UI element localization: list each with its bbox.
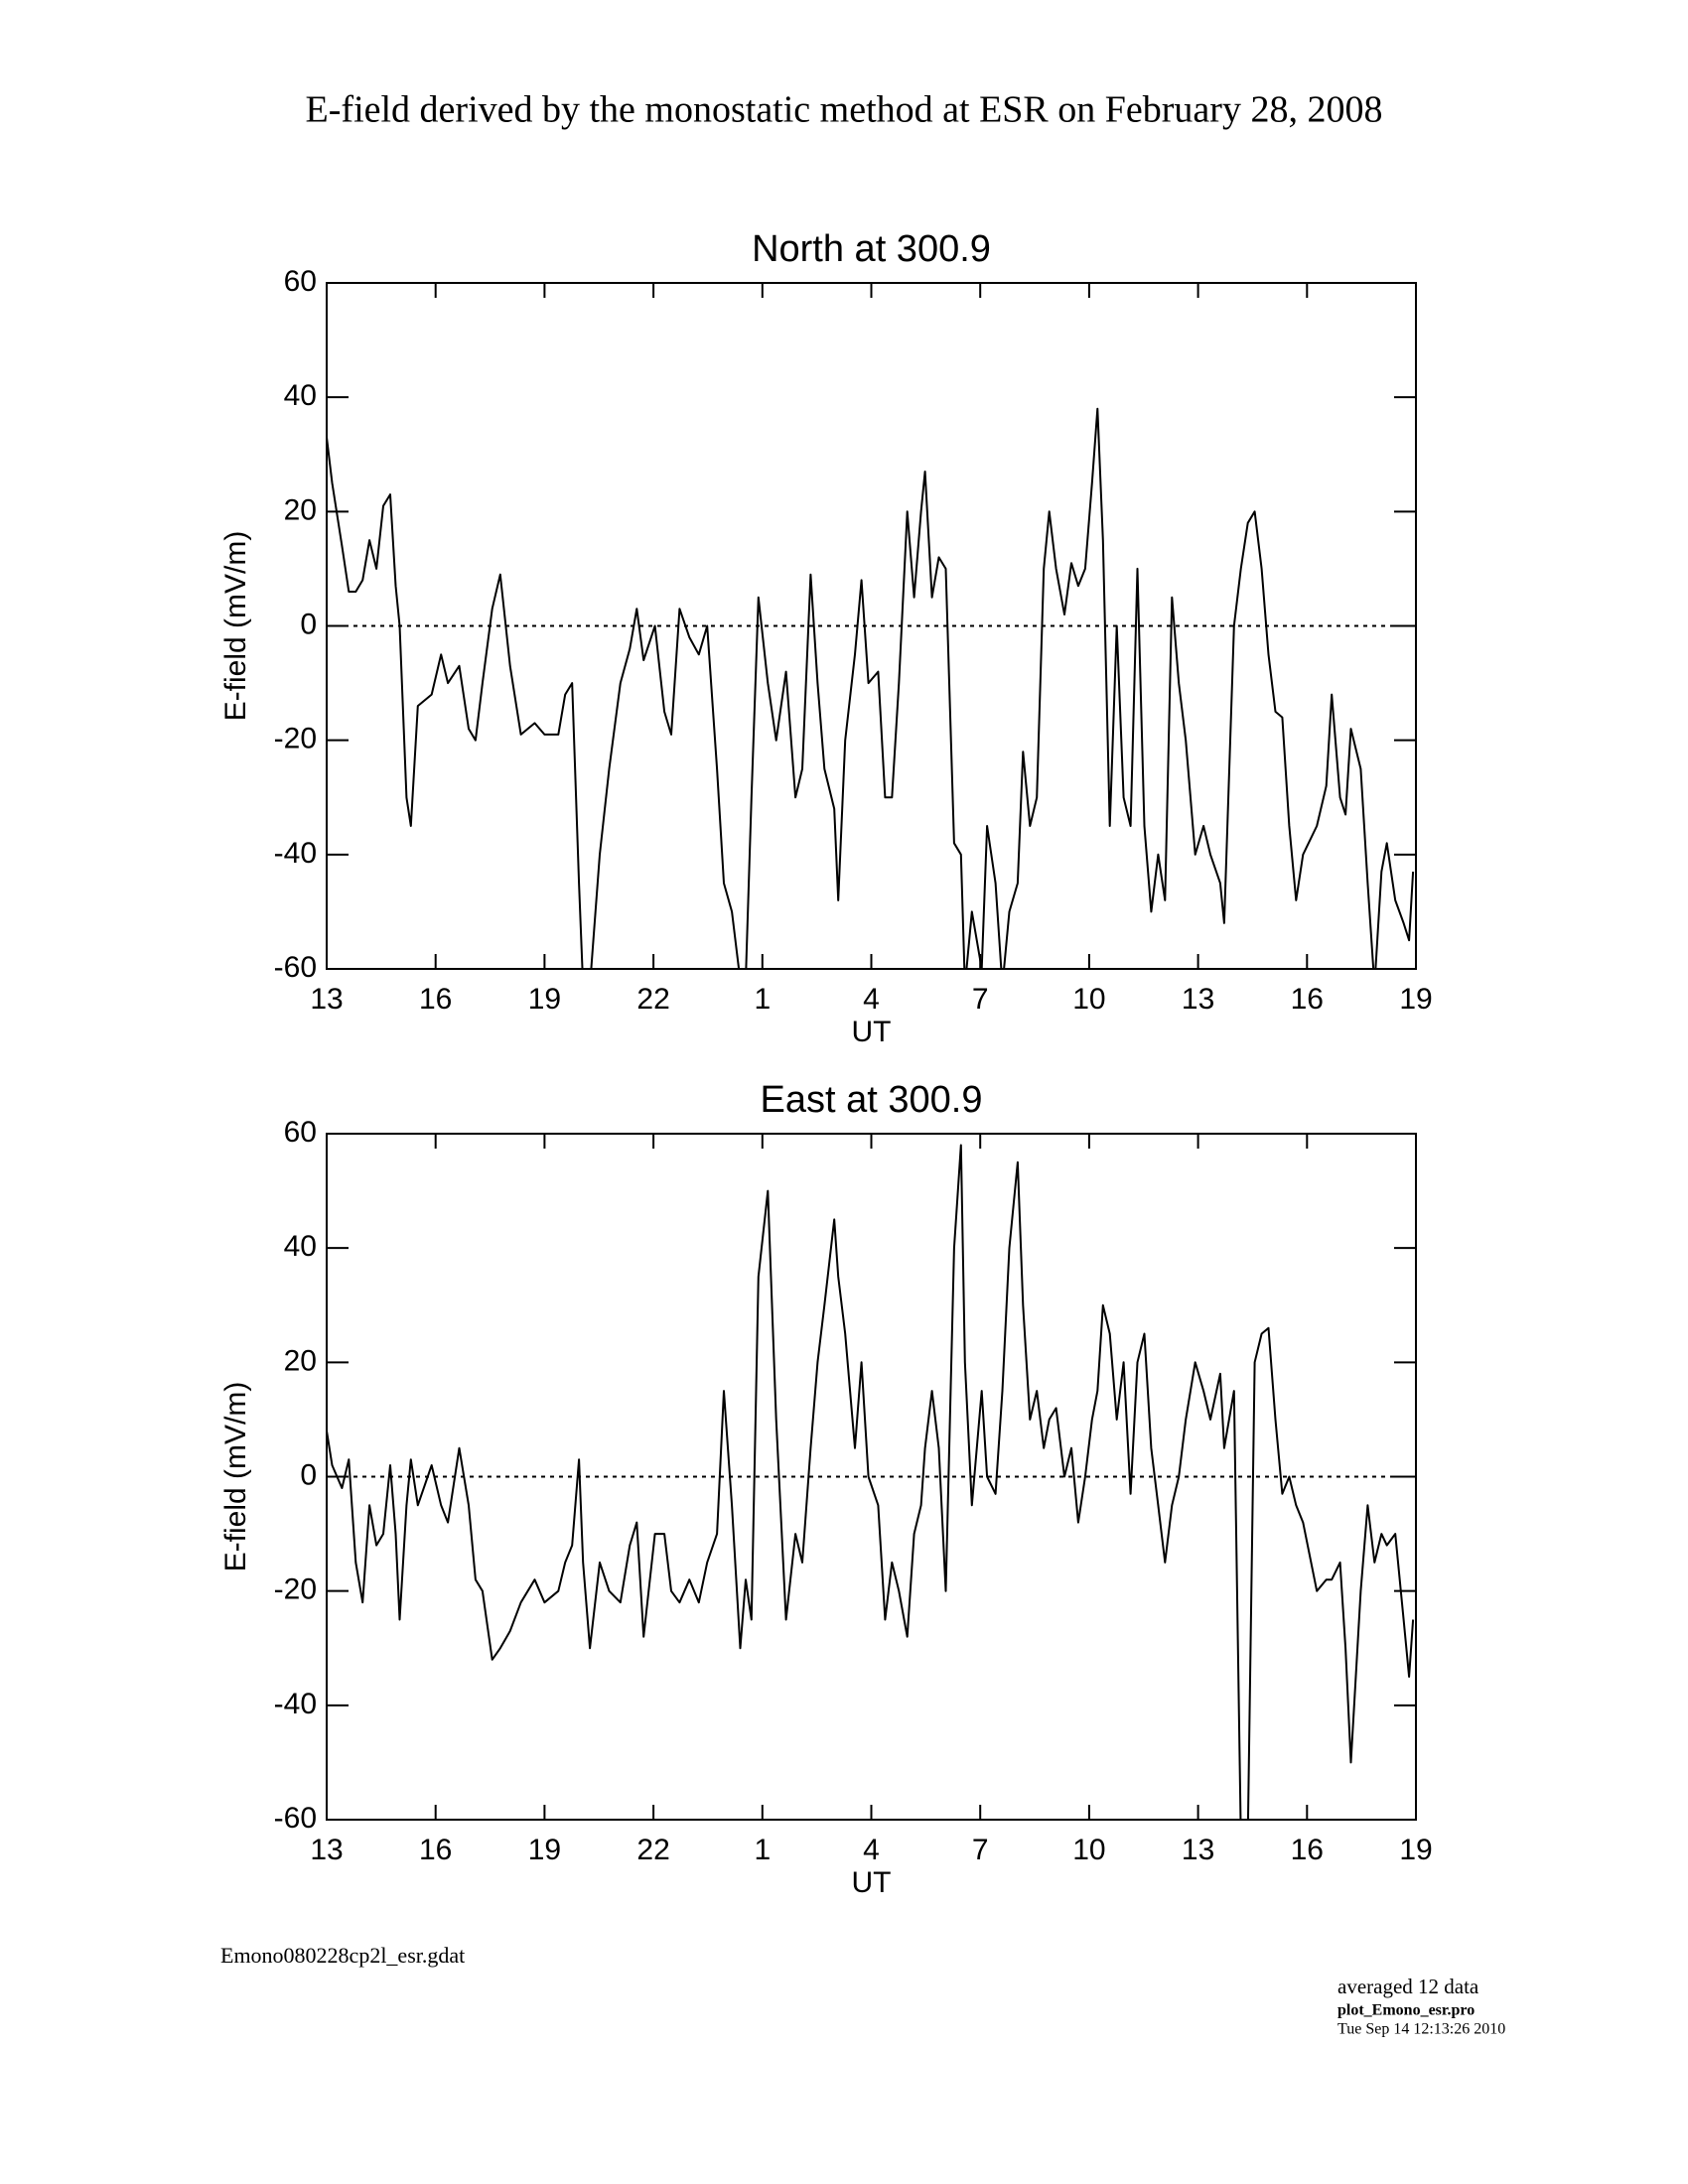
x-tick-label: 4 — [863, 983, 880, 1016]
x-tick-label: 7 — [972, 1834, 989, 1866]
y-tick-label: -40 — [274, 1688, 317, 1720]
x-tick-label: 16 — [1291, 983, 1324, 1016]
y-tick-label: 0 — [300, 608, 317, 640]
chart-panel: North at 300.9 UT E-field (mV/m) -60 -40 -20 0… — [219, 228, 1433, 1048]
footer-date: Tue Sep 14 12:13:26 2010 — [1337, 2021, 1505, 2038]
y-tick-label: -40 — [274, 837, 317, 870]
x-tick-label: 19 — [1399, 983, 1432, 1016]
footer-program: plot_Emono_esr.pro — [1337, 2002, 1475, 2019]
x-tick-label: 16 — [1291, 1834, 1324, 1866]
y-tick-label: 60 — [284, 265, 317, 298]
x-tick-label: 19 — [1399, 1834, 1432, 1866]
x-tick-label: 13 — [1182, 1834, 1214, 1866]
x-tick-label: 7 — [972, 983, 989, 1016]
x-tick-label: 19 — [528, 983, 561, 1016]
data-line — [327, 407, 1415, 969]
file-name: Emono080228cp2l_esr.gdat — [220, 1943, 465, 1968]
y-tick-label: 0 — [300, 1458, 317, 1491]
chart-title: North at 300.9 — [752, 228, 991, 270]
x-tick-label: 10 — [1072, 1834, 1105, 1866]
x-tick-label: 19 — [528, 1834, 561, 1866]
y-tick-label: 40 — [284, 1230, 317, 1263]
data-line — [327, 1144, 1415, 1820]
x-tick-label: 13 — [1182, 983, 1214, 1016]
x-axis-label: UT — [852, 1016, 892, 1048]
x-tick-label: 22 — [636, 1834, 669, 1866]
y-tick-label: 20 — [284, 1344, 317, 1377]
y-tick-label: -20 — [274, 1573, 317, 1606]
plot-frame — [326, 1133, 1417, 1821]
footer-note: averaged 12 data — [1337, 1975, 1479, 1998]
y-axis-label: E-field (mV/m) — [219, 531, 252, 722]
x-axis-label: UT — [852, 1866, 892, 1899]
x-tick-label: 22 — [636, 983, 669, 1016]
y-tick-label: -60 — [274, 951, 317, 984]
x-tick-label: 1 — [754, 1834, 771, 1866]
x-tick-label: 16 — [419, 983, 452, 1016]
y-tick-label: 40 — [284, 379, 317, 412]
chart-title: East at 300.9 — [761, 1079, 983, 1121]
x-tick-label: 13 — [310, 983, 343, 1016]
x-tick-label: 13 — [310, 1834, 343, 1866]
x-tick-label: 4 — [863, 1834, 880, 1866]
chart-panel: East at 300.9 UT E-field (mV/m) -60 -40 -20 0 2… — [219, 1079, 1433, 1899]
x-tick-label: 16 — [419, 1834, 452, 1866]
y-tick-label: -60 — [274, 1802, 317, 1835]
y-tick-label: -20 — [274, 723, 317, 755]
x-tick-label: 1 — [754, 983, 771, 1016]
y-tick-label: 60 — [284, 1116, 317, 1149]
y-tick-label: 20 — [284, 493, 317, 526]
plot-frame — [326, 282, 1417, 970]
x-tick-label: 10 — [1072, 983, 1105, 1016]
y-axis-label: E-field (mV/m) — [219, 1382, 252, 1572]
page-title: E-field derived by the monostatic method… — [306, 89, 1383, 131]
